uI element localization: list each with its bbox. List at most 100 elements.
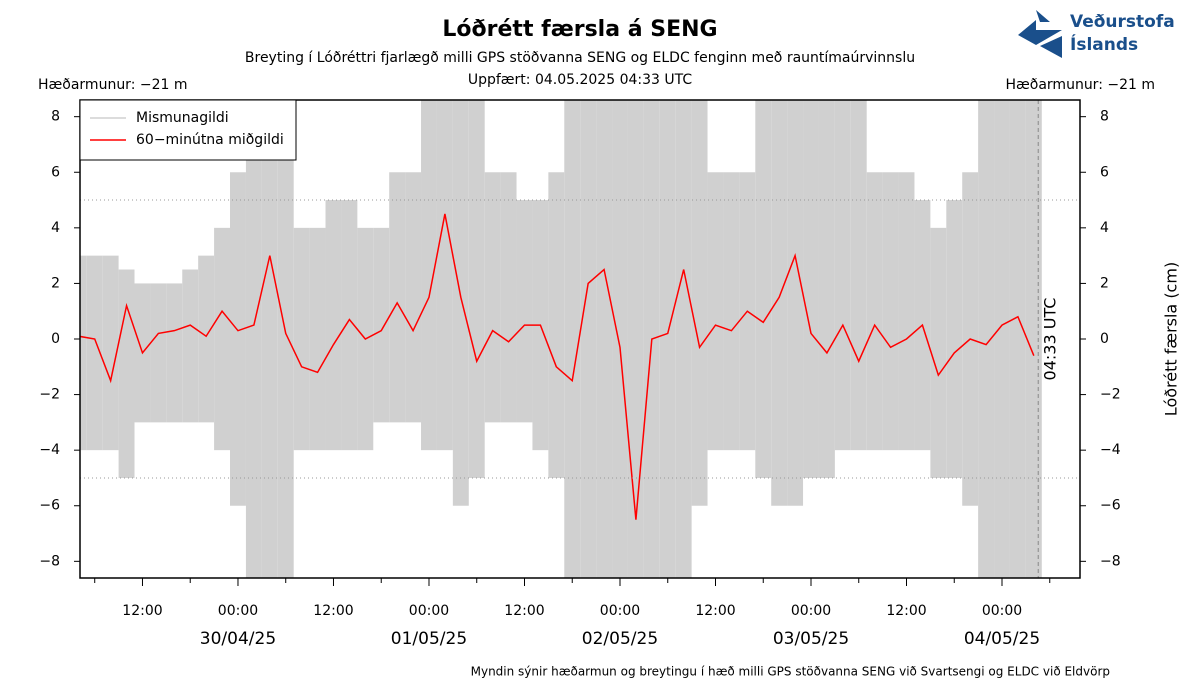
right-note: Hæðarmunur: −21 m [1006,77,1156,93]
raw-range [755,100,772,478]
raw-range [214,227,231,451]
raw-range [150,283,167,423]
x-tick-label: 12:00 [313,603,353,619]
date-label: 30/04/25 [200,629,276,649]
raw-range [675,100,692,578]
raw-range [500,172,517,423]
y2-tick-label: 6 [1100,164,1109,180]
x-tick-label: 12:00 [886,603,926,619]
raw-range [834,100,851,451]
x-tick-label: 12:00 [504,603,544,619]
y2-tick-label: −6 [1100,498,1121,514]
raw-range [723,172,740,451]
raw-range [771,100,788,506]
x-tick-label: 00:00 [982,603,1022,619]
legend-box [79,99,297,161]
chart-title: Lóðrétt færsla á SENG [442,17,717,42]
median-line [80,213,1035,520]
raw-range [866,172,883,451]
raw-range [118,269,135,478]
logo: Veðurstofa Íslands [1018,10,1175,58]
raw-range [659,100,676,578]
raw-range [787,100,804,506]
raw-range [245,100,262,578]
raw-range [994,100,1010,578]
plot-area [80,100,1042,578]
subtitle: Breyting í Lóðréttri fjarlægð milli GPS … [245,50,915,66]
raw-range [882,172,899,451]
raw-range [261,100,278,578]
x-tick-label: 00:00 [791,603,831,619]
y-tick-label: 4 [51,220,60,236]
raw-range [691,100,708,506]
logo-text: Íslands [1070,33,1138,55]
raw-range [230,172,246,506]
raw-range [166,283,183,423]
raw-range [1009,100,1026,578]
y-tick-label: −4 [39,442,60,458]
logo-mark [1036,10,1062,58]
y-tick-label: −8 [39,553,60,569]
raw-range [803,100,819,478]
raw-range [80,255,87,451]
raw-range [580,100,597,578]
raw-range [596,100,613,578]
date-label: 02/05/25 [582,629,658,649]
date-label: 04/05/25 [964,629,1040,649]
footer: Myndin sýnir hæðarmun og breytingu í hæð… [471,665,1110,679]
left-note: Hæðarmunur: −21 m [38,77,188,93]
y2-tick-label: 2 [1100,275,1109,291]
y-tick-label: −2 [39,387,60,403]
y2-axis-label: Lóðrétt færsla (cm) [1162,262,1181,416]
raw-range [850,100,867,451]
raw-range [818,100,835,478]
y-tick-label: 6 [51,164,60,180]
x-tick-label: 12:00 [122,603,162,619]
raw-range [548,172,565,478]
raw-range [421,100,437,451]
raw-range [978,100,995,578]
raw-range [341,200,358,451]
y2-tick-label: 4 [1100,220,1109,236]
x-tick-label: 00:00 [218,603,258,619]
y2-tick-label: 0 [1100,331,1109,347]
y-tick-label: 2 [51,275,60,291]
raw-range [484,172,501,423]
raw-range [198,255,215,423]
raw-range [1025,100,1042,578]
legend-label: 60−minútna miðgildi [136,132,284,148]
logo-text: Veðurstofa [1070,12,1175,32]
raw-range [436,100,453,451]
y2-tick-label: −4 [1100,442,1121,458]
x-tick-label: 12:00 [695,603,735,619]
raw-range [946,200,963,478]
y-tick-label: 0 [51,331,60,347]
raw-range [564,100,581,578]
legend-label: Mismunagildi [136,110,229,126]
raw-range [373,227,390,423]
raw-range [389,172,406,423]
logo-mark [1018,20,1062,45]
date-label: 01/05/25 [391,629,467,649]
raw-range [898,172,915,451]
raw-range [405,172,422,423]
raw-range [102,255,119,451]
raw-range [182,269,199,423]
raw-range [309,227,326,451]
raw-range [468,100,485,478]
y2-tick-label: 8 [1100,109,1109,125]
raw-range [930,227,947,478]
date-label: 03/05/25 [773,629,849,649]
raw-range [627,100,644,578]
raw-range [612,100,628,578]
raw-range [452,100,469,506]
updated: Uppfært: 04.05.2025 04:33 UTC [468,72,692,88]
raw-range [86,255,103,451]
y2-tick-label: −8 [1100,553,1121,569]
x-tick-label: 00:00 [600,603,640,619]
x-tick-label: 00:00 [409,603,449,619]
y-tick-label: −6 [39,498,60,514]
y-tick-label: 8 [51,109,60,125]
y2-tick-label: −2 [1100,387,1121,403]
